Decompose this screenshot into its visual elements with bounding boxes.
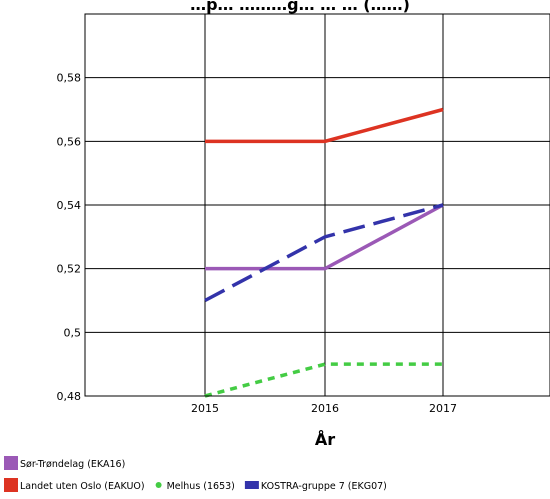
series-lines bbox=[204, 107, 444, 398]
x-tick-label: 2017 bbox=[429, 402, 457, 415]
series-line-0 bbox=[205, 203, 444, 271]
x-tick-label: 2015 bbox=[191, 402, 219, 415]
legend-swatch bbox=[155, 482, 162, 488]
y-tick-label: 0,5 bbox=[64, 326, 82, 339]
legend-label: Landet uten Oslo (EAKUO) bbox=[20, 481, 145, 492]
series-line-3 bbox=[204, 203, 444, 303]
y-tick-label: 0,58 bbox=[57, 72, 82, 85]
plot-frame bbox=[84, 13, 550, 397]
legend-label: KOSTRA-gruppe 7 (EKG07) bbox=[261, 481, 387, 492]
y-tick-label: 0,48 bbox=[57, 390, 82, 403]
legend-label: Melhus (1653) bbox=[167, 481, 235, 492]
chart-title: …p… ………g… … … (……) bbox=[190, 0, 410, 14]
x-axis-label: År bbox=[315, 430, 335, 449]
legend-swatch bbox=[4, 478, 18, 492]
y-tick-label: 0,54 bbox=[57, 199, 82, 212]
y-axis-ticks: 0,48 0,5 0,52 0,54 0,56 0,58 bbox=[57, 72, 82, 403]
legend: Sør-Trøndelag (EKA16) Landet uten Oslo (E… bbox=[4, 456, 387, 492]
grid-lines bbox=[84, 14, 550, 397]
series-line-2 bbox=[204, 362, 443, 398]
y-tick-label: 0,56 bbox=[57, 135, 82, 148]
x-tick-label: 2016 bbox=[311, 402, 339, 415]
y-tick-label: 0,52 bbox=[57, 263, 82, 276]
legend-label: Sør-Trøndelag (EKA16) bbox=[20, 459, 125, 470]
series-line-1 bbox=[205, 107, 444, 144]
legend-swatch bbox=[244, 481, 259, 489]
x-axis-ticks: 2015 2016 2017 bbox=[191, 402, 457, 415]
legend-swatch bbox=[4, 456, 18, 470]
